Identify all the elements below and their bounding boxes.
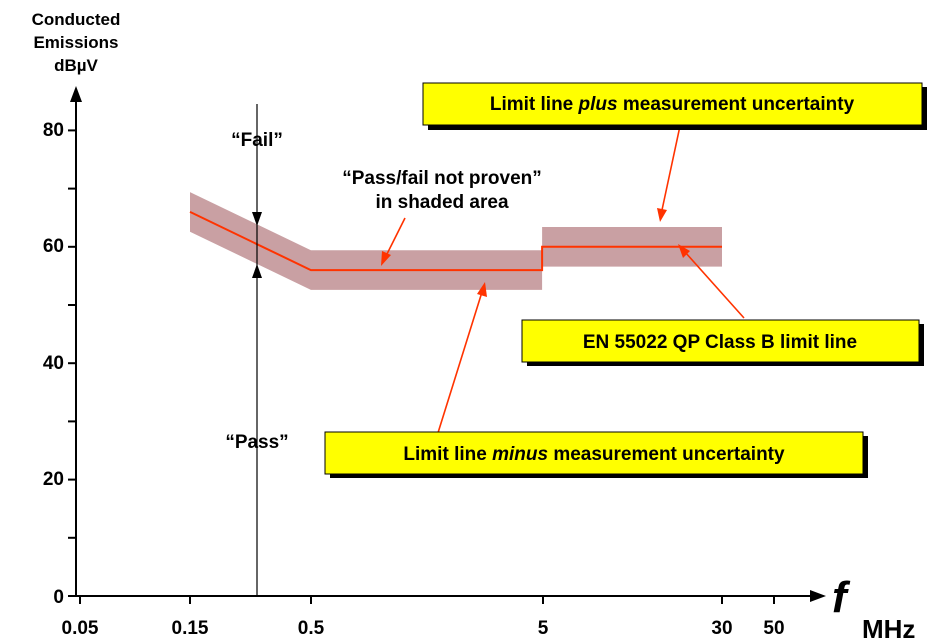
box-minus-text: Limit line minus measurement uncertainty	[403, 444, 785, 465]
x-axis-arrowhead	[810, 590, 826, 602]
box-limit	[521, 319, 920, 363]
x-axis-unit: MHz	[862, 614, 915, 642]
box-plus	[422, 82, 923, 126]
y-tick-label-60: 60	[43, 236, 64, 257]
pass-arrowhead	[252, 264, 262, 278]
x-tick-label-0.05: 0.05	[62, 618, 99, 639]
y-tick-label-40: 40	[43, 353, 64, 374]
x-tick-label-50: 50	[763, 618, 784, 639]
x-tick-label-0.15: 0.15	[172, 618, 209, 639]
x-axis-symbol: f	[832, 573, 851, 622]
not-proven-label-line-2: in shaded area	[375, 192, 508, 213]
y-axis-label-line-2: Emissions	[33, 33, 118, 52]
arrow-limit-head	[678, 244, 690, 258]
y-tick-label-20: 20	[43, 469, 64, 490]
box-minus	[324, 431, 864, 475]
callout-arrows	[381, 125, 745, 437]
fail-arrowhead	[252, 212, 262, 226]
arrow-limit	[684, 251, 745, 319]
y-tick-label-0: 0	[53, 587, 64, 608]
box-limit-text: EN 55022 QP Class B limit line	[583, 332, 857, 353]
y-axis-label-line-1: Conducted	[32, 10, 121, 29]
y-tick-label-80: 80	[43, 120, 64, 141]
not-proven-label-line-1: “Pass/fail not proven”	[342, 168, 542, 189]
fail-label: “Fail”	[231, 130, 283, 151]
y-axis-label-line-3: dBµV	[54, 56, 98, 75]
x-tick-label-0.5: 0.5	[298, 618, 325, 639]
arrow-not-proven-head	[381, 251, 391, 266]
x-tick-label-30: 30	[711, 618, 732, 639]
arrow-plus	[661, 125, 681, 211]
box-plus-text: Limit line plus measurement uncertainty	[490, 94, 855, 115]
pass-label: “Pass”	[225, 432, 288, 453]
arrow-plus-head	[657, 208, 667, 222]
arrow-minus	[436, 291, 483, 437]
arrow-minus-head	[477, 282, 487, 297]
y-axis-arrowhead	[70, 86, 82, 102]
arrow-not-proven	[385, 217, 406, 257]
band-segment-low	[190, 192, 543, 290]
x-tick-label-5: 5	[538, 618, 549, 639]
limit-line	[189, 210, 722, 272]
